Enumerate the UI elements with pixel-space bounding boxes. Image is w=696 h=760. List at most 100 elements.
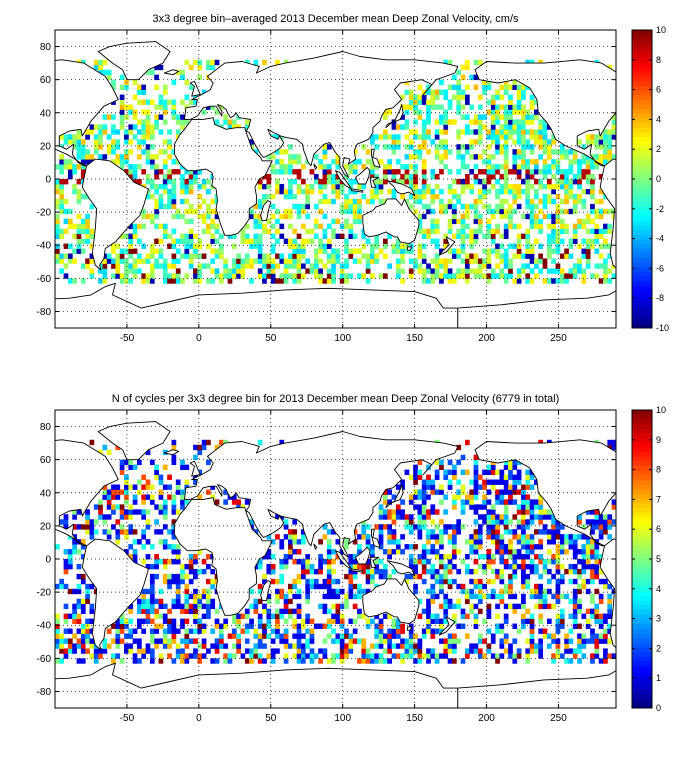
velocity-bin-cell (538, 169, 544, 175)
cycles-bin-cell (136, 658, 142, 664)
velocity-bin-cell (188, 243, 194, 249)
velocity-bin-cell (590, 228, 595, 235)
velocity-bin-cell (456, 109, 462, 115)
cycles-bin-cell (348, 573, 354, 580)
cycles-bin-cell (460, 559, 466, 565)
cycles-bin-cell (499, 598, 505, 605)
cycles-bin-cell (477, 598, 483, 605)
cycles-bin-cell (568, 578, 574, 585)
velocity-bin-cell (184, 273, 190, 279)
velocity-bin-cell (503, 84, 509, 90)
velocity-bin-cell (486, 144, 492, 150)
cycles-y-tick-label: 20 (40, 521, 52, 532)
velocity-bin-cell (85, 149, 90, 155)
cycles-bin-cell (581, 568, 587, 575)
velocity-bin-cell (546, 154, 552, 160)
cycles-bin-cell (598, 638, 604, 644)
velocity-bin-cell (452, 218, 457, 225)
velocity-bin-cell (352, 258, 358, 264)
cycles-bin-cell (611, 519, 616, 525)
cycles-bin-cell (529, 638, 535, 644)
cycles-bin-cell (568, 648, 574, 654)
velocity-bin-cell (546, 223, 552, 230)
cycles-bin-cell (115, 504, 121, 510)
cycles-bin-cell (154, 554, 159, 560)
cycles-bin-cell (357, 534, 362, 540)
velocity-bin-cell (193, 233, 198, 239)
velocity-bin-cell (318, 268, 323, 274)
velocity-bin-cell (464, 149, 470, 155)
velocity-bin-cell (201, 263, 207, 269)
cycles-bin-cell (529, 643, 535, 649)
velocity-bin-cell (577, 223, 582, 230)
velocity-bin-cell (460, 273, 466, 279)
velocity-bin-cell (136, 84, 142, 90)
cycles-bin-cell (283, 628, 289, 634)
velocity-bin-cell (266, 174, 272, 180)
cycles-bin-cell (499, 534, 505, 540)
velocity-bin-cell (162, 164, 168, 170)
velocity-bin-cell (395, 139, 401, 145)
cycles-bin-cell (206, 439, 211, 446)
velocity-bin-cell (201, 179, 207, 185)
cycles-bin-cell (227, 633, 233, 639)
cycles-bin-cell (607, 444, 613, 451)
cycles-bin-cell (503, 459, 509, 466)
cycles-colorbar-tick-label: 5 (656, 554, 661, 564)
velocity-bin-cell (348, 223, 354, 230)
velocity-bin-cell (443, 273, 449, 279)
velocity-bin-cell (210, 104, 216, 110)
velocity-bin-cell (141, 213, 147, 220)
cycles-bin-cell (439, 529, 444, 535)
cycles-bin-cell (538, 648, 544, 654)
velocity-bin-cell (266, 179, 272, 185)
velocity-bin-cell (322, 233, 328, 239)
cycles-bin-cell (585, 509, 591, 515)
cycles-landmass (260, 580, 272, 601)
cycles-bin-cell (408, 573, 414, 580)
velocity-bin-cell (370, 258, 375, 264)
velocity-bin-cell (408, 164, 414, 170)
cycles-bin-cell (253, 633, 259, 639)
velocity-bin-cell (115, 159, 121, 165)
velocity-bin-cell (326, 223, 332, 230)
cycles-colorbar-tick-label: 3 (656, 614, 661, 624)
cycles-bin-cell (486, 648, 492, 654)
cycles-bin-cell (305, 628, 311, 634)
cycles-landmass (438, 616, 456, 636)
velocity-bin-cell (521, 263, 526, 269)
cycles-bin-cell (206, 603, 211, 610)
velocity-bin-cell (279, 169, 285, 175)
cycles-bin-cell (223, 658, 229, 664)
cycles-bin-cell (357, 638, 362, 644)
cycles-bin-cell (443, 618, 449, 624)
cycles-bin-cell (607, 628, 613, 634)
cycles-bin-cell (357, 658, 362, 664)
velocity-landmass (313, 163, 318, 170)
cycles-bin-cell (603, 648, 608, 654)
cycles-bin-cell (322, 623, 328, 629)
velocity-bin-cell (495, 104, 500, 110)
cycles-bin-cell (59, 658, 65, 664)
cycles-y-tick-label: -40 (37, 621, 52, 632)
cycles-bin-cell (581, 578, 587, 585)
cycles-bin-cell (473, 469, 479, 475)
velocity-bin-cell (443, 119, 449, 125)
cycles-bin-cell (141, 628, 147, 634)
velocity-bin-cell (206, 243, 211, 249)
cycles-bin-cell (434, 469, 440, 475)
cycles-bin-cell (577, 648, 582, 654)
cycles-bin-cell (279, 633, 285, 639)
velocity-bin-cell (516, 268, 522, 274)
cycles-bin-cell (244, 638, 250, 644)
cycles-bin-cell (469, 494, 474, 500)
velocity-bin-cell (210, 64, 216, 71)
cycles-bin-cell (469, 568, 474, 575)
velocity-bin-cell (564, 188, 569, 195)
cycles-bin-cell (534, 568, 539, 575)
cycles-bin-cell (111, 623, 116, 629)
cycles-bin-cell (162, 618, 168, 624)
cycles-bin-cell (80, 578, 86, 585)
velocity-bin-cell (106, 149, 112, 155)
cycles-bin-cell (352, 559, 358, 565)
